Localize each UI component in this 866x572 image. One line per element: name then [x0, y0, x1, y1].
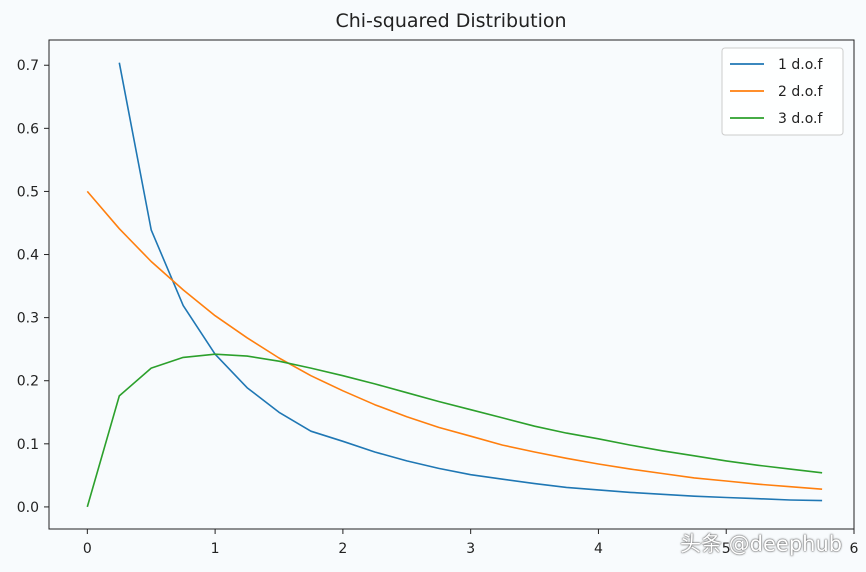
series-line-2 — [86, 190, 823, 490]
y-axis-ticks: 0.0 0.1 0.2 0.3 0.4 0.5 0.6 0.7 — [17, 58, 49, 516]
legend-box — [721, 47, 844, 136]
y-tick-label: 0.1 — [17, 437, 39, 453]
legend-label-3: 3 d.o.f — [778, 111, 823, 127]
plot-area — [48, 39, 855, 530]
y-tick-label: 0.0 — [17, 500, 39, 516]
y-tick-label: 0.3 — [17, 311, 39, 327]
x-tick-label: 3 — [466, 541, 475, 557]
x-axis-ticks: 0 1 2 3 4 5 6 — [83, 529, 859, 557]
y-tick-label: 0.7 — [17, 58, 39, 74]
watermark: 头条 @deephub — [680, 532, 843, 556]
x-tick-label: 1 — [211, 541, 220, 557]
x-tick-label: 5 — [722, 541, 731, 557]
x-tick-label: 6 — [850, 541, 859, 557]
series-line-1 — [118, 62, 823, 502]
y-tick-label: 0.4 — [17, 248, 39, 264]
legend-label-1: 1 d.o.f — [778, 57, 823, 73]
chart-title: Chi-squared Distribution — [335, 10, 566, 32]
x-tick-label: 2 — [338, 541, 347, 557]
x-tick-label: 0 — [83, 541, 92, 557]
series-lines — [86, 62, 823, 508]
y-tick-label: 0.2 — [17, 374, 39, 390]
y-tick-label: 0.5 — [17, 184, 39, 200]
y-tick-label: 0.6 — [17, 121, 39, 137]
series-line-3 — [86, 353, 823, 508]
legend: 1 d.o.f 2 d.o.f 3 d.o.f — [721, 47, 844, 136]
legend-label-2: 2 d.o.f — [778, 84, 823, 100]
x-tick-label: 4 — [594, 541, 603, 557]
